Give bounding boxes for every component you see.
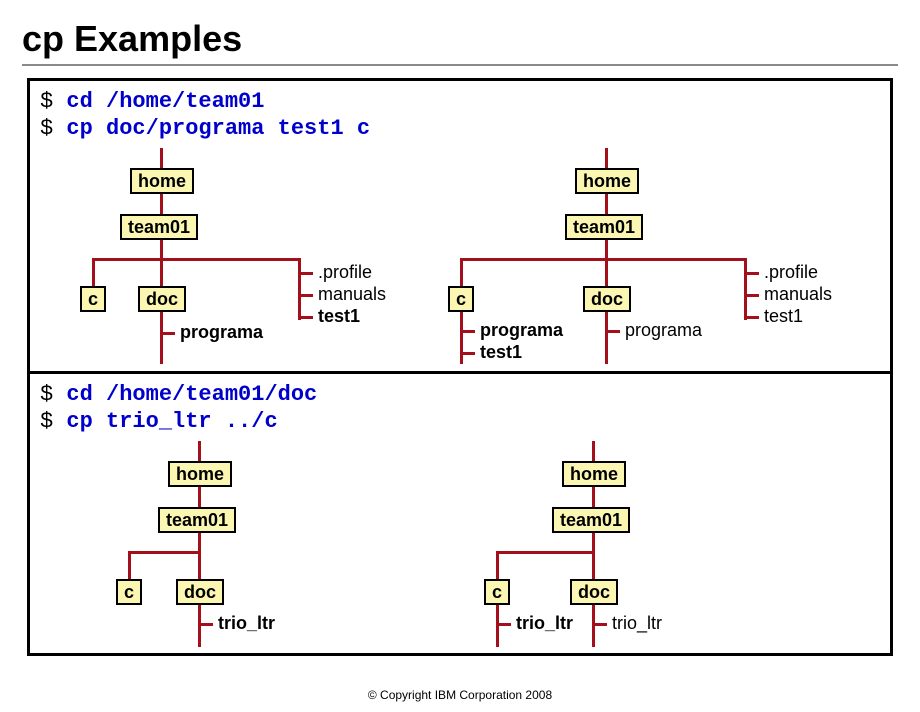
prompt-icon: $: [40, 382, 53, 407]
node-c: c: [484, 579, 510, 605]
cmd-line-2: $ cp doc/programa test1 c: [40, 116, 882, 141]
tree-line: [747, 272, 759, 275]
cmd-text: cp doc/programa test1 c: [66, 116, 370, 141]
tree-line: [608, 330, 620, 333]
file-label: .profile: [318, 262, 372, 283]
tree-line: [463, 330, 475, 333]
tree-line: [92, 258, 95, 286]
cmd-text: cd /home/team01/doc: [66, 382, 317, 407]
node-team01: team01: [565, 214, 643, 240]
trees-row-2: home team01 c doc trio_ltr home team01 c…: [40, 437, 882, 647]
file-label: trio_ltr: [218, 613, 275, 634]
node-home: home: [168, 461, 232, 487]
diagram-frame: $ cd /home/team01 $ cp doc/programa test…: [27, 78, 893, 656]
tree-line: [744, 258, 747, 320]
node-team01: team01: [158, 507, 236, 533]
tree-line: [747, 316, 759, 319]
tree-line: [298, 258, 301, 320]
tree-line: [92, 258, 300, 261]
tree-line: [301, 272, 313, 275]
tree-line: [496, 551, 594, 554]
file-label: manuals: [318, 284, 386, 305]
prompt-icon: $: [40, 89, 53, 114]
file-label: .profile: [764, 262, 818, 283]
copyright-footer: © Copyright IBM Corporation 2008: [0, 688, 920, 702]
cmd-line-1: $ cd /home/team01: [40, 89, 882, 114]
tree-line: [128, 551, 131, 579]
file-label: trio_ltr: [516, 613, 573, 634]
prompt-icon: $: [40, 409, 53, 434]
node-doc: doc: [138, 286, 186, 312]
file-label: programa: [480, 320, 563, 341]
node-team01: team01: [552, 507, 630, 533]
tree-line: [201, 623, 213, 626]
section-1: $ cd /home/team01 $ cp doc/programa test…: [30, 81, 890, 371]
section-2: $ cd /home/team01/doc $ cp trio_ltr ../c…: [30, 371, 890, 653]
node-doc: doc: [570, 579, 618, 605]
node-doc: doc: [176, 579, 224, 605]
cmd-text: cp trio_ltr ../c: [66, 409, 277, 434]
node-c: c: [448, 286, 474, 312]
cmd-text: cd /home/team01: [66, 89, 264, 114]
cmd-line-4: $ cp trio_ltr ../c: [40, 409, 882, 434]
tree-line: [595, 623, 607, 626]
node-c: c: [80, 286, 106, 312]
trees-row-1: home team01 c doc .profile manuals test1…: [40, 144, 882, 364]
node-doc: doc: [583, 286, 631, 312]
file-label: programa: [625, 320, 702, 341]
tree-line: [592, 441, 595, 555]
file-label: test1: [318, 306, 360, 327]
cmd-line-3: $ cd /home/team01/doc: [40, 382, 882, 407]
file-label: manuals: [764, 284, 832, 305]
prompt-icon: $: [40, 116, 53, 141]
tree-line: [605, 148, 608, 262]
node-home: home: [575, 168, 639, 194]
tree-line: [163, 332, 175, 335]
node-home: home: [562, 461, 626, 487]
tree-line: [301, 316, 313, 319]
file-label: programa: [180, 322, 263, 343]
file-label: test1: [764, 306, 803, 327]
tree-line: [128, 551, 200, 554]
tree-line: [499, 623, 511, 626]
tree-line: [460, 258, 746, 261]
file-label: test1: [480, 342, 522, 363]
tree-line: [301, 294, 313, 297]
node-c: c: [116, 579, 142, 605]
title-rule: [22, 64, 898, 66]
page-title: cp Examples: [22, 18, 898, 60]
node-home: home: [130, 168, 194, 194]
file-label: trio_ltr: [612, 613, 662, 634]
tree-line: [463, 352, 475, 355]
node-team01: team01: [120, 214, 198, 240]
tree-line: [747, 294, 759, 297]
